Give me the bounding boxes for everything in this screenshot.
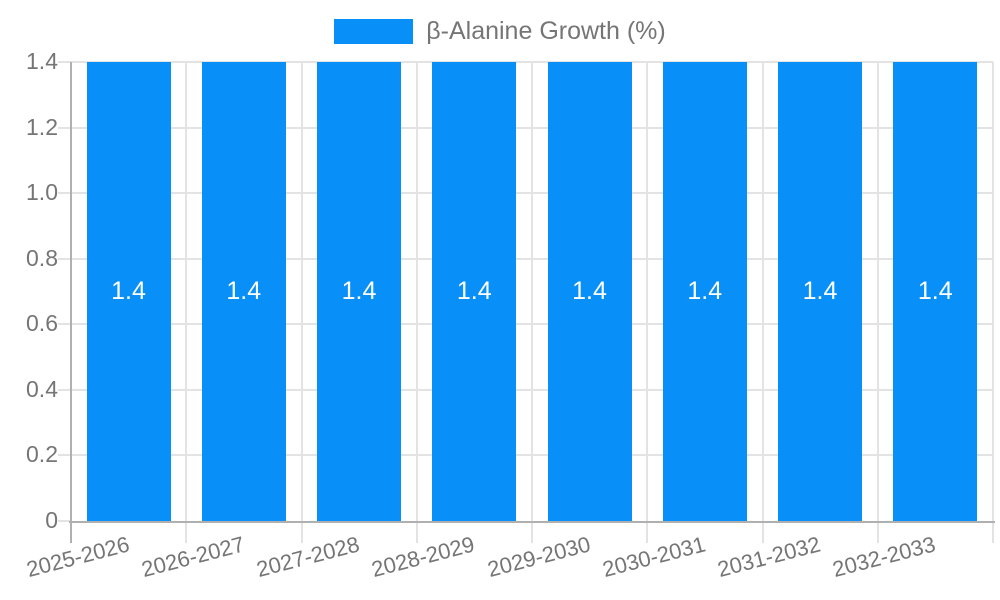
bar-value-label: 1.4 — [802, 277, 838, 305]
x-gridline — [761, 62, 764, 543]
y-axis-line — [70, 62, 72, 543]
x-gridline — [300, 62, 303, 543]
bar-value-label: 1.4 — [572, 277, 607, 305]
bar[interactable]: 1.4 — [432, 62, 517, 521]
bar[interactable]: 1.4 — [86, 62, 171, 521]
zero-tick — [58, 520, 71, 522]
bar-value-label: 1.4 — [341, 277, 377, 305]
legend-swatch-icon — [334, 18, 414, 44]
bar-value-label: 1.4 — [917, 277, 953, 305]
bar-value-label: 1.4 — [456, 277, 492, 305]
bar-value-label: 1.4 — [111, 277, 146, 305]
y-gridline — [58, 126, 993, 129]
bar[interactable]: 1.4 — [317, 62, 401, 521]
y-gridline — [58, 323, 993, 326]
x-axis-tick-label: 2028-2029 — [369, 531, 478, 582]
bar[interactable]: 1.4 — [893, 62, 978, 521]
x-axis-line — [69, 521, 995, 523]
y-axis-tick-label: 0.2 — [26, 441, 58, 468]
y-axis-tick-label: 0.6 — [26, 310, 58, 337]
x-gridline — [415, 62, 418, 543]
x-axis-tick-label: 2030-2031 — [599, 531, 708, 582]
x-gridline — [531, 62, 533, 543]
y-axis-tick-label: 0.8 — [26, 244, 58, 271]
x-axis-tick-label: 2032-2033 — [830, 531, 939, 582]
chart-legend[interactable]: β-Alanine Growth (%) — [0, 14, 1000, 48]
y-gridline — [58, 257, 993, 260]
y-axis-tick-label: 1.4 — [26, 48, 58, 74]
x-axis-tick-label: 2027-2028 — [254, 531, 363, 582]
y-axis-tick-label: 1.2 — [26, 113, 58, 140]
y-axis-tick-label: 1.0 — [26, 179, 58, 206]
legend-label: β-Alanine Growth (%) — [426, 16, 666, 45]
x-axis-tick-label: 2026-2027 — [138, 531, 247, 582]
y-axis-tick-label: 0 — [45, 507, 58, 533]
x-axis-tick-label: 2025-2026 — [23, 531, 132, 582]
y-gridline — [58, 388, 993, 391]
bar-value-label: 1.4 — [226, 277, 262, 305]
y-gridline — [58, 61, 993, 63]
x-gridline — [185, 62, 188, 543]
bar[interactable]: 1.4 — [547, 62, 632, 521]
x-gridline — [876, 62, 879, 543]
bar-value-label: 1.4 — [687, 277, 723, 305]
y-gridline — [58, 454, 993, 457]
x-gridline — [646, 62, 649, 543]
bar[interactable]: 1.4 — [662, 62, 747, 521]
x-gridline — [992, 62, 994, 543]
x-axis-tick-label: 2031-2032 — [715, 531, 824, 582]
bar[interactable]: 1.4 — [201, 62, 286, 521]
y-axis-tick-label: 0.4 — [26, 375, 58, 402]
x-axis-tick-label: 2029-2030 — [484, 531, 593, 582]
bar[interactable]: 1.4 — [778, 62, 862, 521]
y-gridline — [58, 192, 993, 195]
